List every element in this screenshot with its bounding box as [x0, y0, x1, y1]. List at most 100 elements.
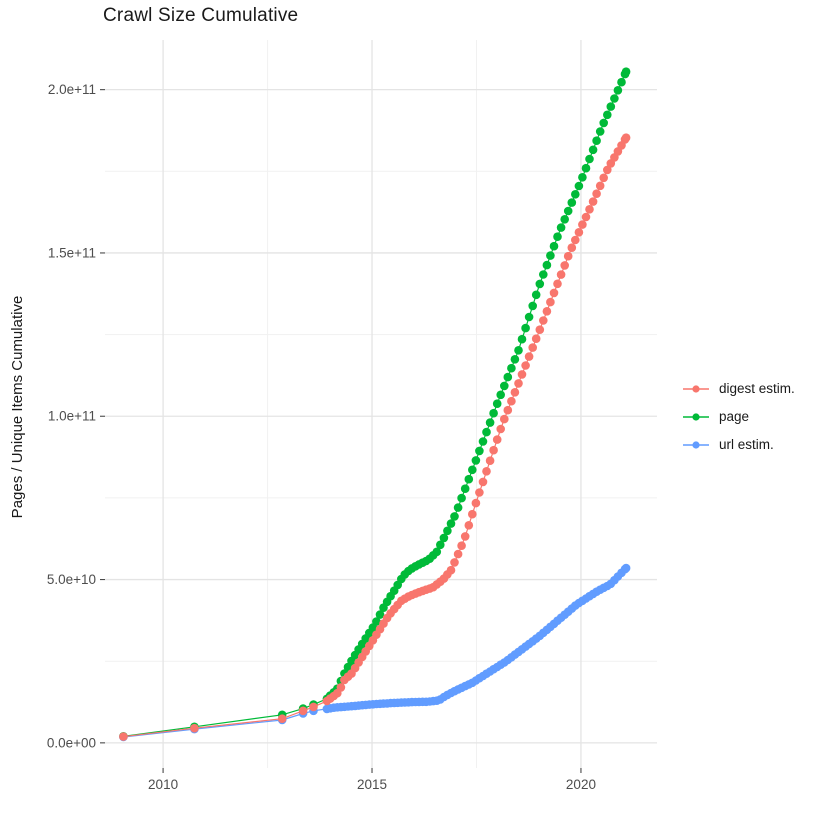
data-point-page: [610, 94, 619, 103]
data-point-digest-estim-: [309, 702, 318, 712]
data-point-page: [563, 206, 573, 216]
legend-item-digest-estim: digest estim.: [683, 380, 795, 397]
data-point-page: [485, 418, 495, 427]
data-point-page: [581, 163, 591, 173]
data-point-page: [542, 260, 552, 270]
data-point-digest-estim-: [578, 220, 587, 229]
data-point-page: [535, 279, 545, 289]
data-point-page: [599, 118, 608, 128]
legend-key-digest-estim-icon: [683, 384, 709, 393]
data-point-page: [613, 86, 623, 95]
data-point-digest-estim-: [556, 270, 566, 279]
data-point-page: [603, 110, 612, 120]
data-point-page: [514, 346, 523, 355]
data-point-page: [450, 512, 459, 521]
data-point-digest-estim-: [517, 370, 527, 379]
data-point-digest-estim-: [524, 352, 534, 361]
data-point-digest-estim-: [539, 316, 548, 325]
data-point-digest-estim-: [574, 228, 584, 237]
data-point-digest-estim-: [482, 467, 491, 476]
data-point-digest-estim-: [546, 297, 555, 307]
data-point-digest-estim-: [621, 133, 631, 142]
data-point-digest-estim-: [581, 212, 591, 222]
data-point-page: [468, 465, 477, 475]
legend-key-glyph: [692, 384, 700, 393]
legend-key-glyph: [692, 412, 700, 421]
data-point-page: [507, 363, 516, 373]
data-point-digest-estim-: [485, 456, 495, 466]
data-point-digest-estim-: [528, 343, 537, 352]
data-point-digest-estim-: [457, 541, 466, 550]
data-point-digest-estim-: [446, 565, 456, 575]
x-axis-tick-label: 2015: [357, 777, 387, 792]
data-point-page: [510, 355, 520, 364]
data-point-page: [475, 446, 484, 456]
legend-item-page: page: [683, 408, 795, 425]
data-point-digest-estim-: [450, 558, 459, 567]
data-point-page: [560, 215, 569, 224]
data-point-page: [489, 408, 498, 418]
data-point-page: [372, 617, 381, 626]
data-point-digest-estim-: [500, 414, 509, 424]
data-point-page: [578, 173, 587, 182]
y-axis-tick-label: 0.0e+00: [47, 735, 96, 750]
data-point-page: [556, 223, 566, 232]
data-point-digest-estim-: [563, 251, 573, 261]
y-axis-tick-label: 1.5e+11: [48, 245, 96, 260]
data-point-page: [453, 503, 463, 512]
data-point-digest-estim-: [603, 165, 612, 175]
data-point-page: [571, 190, 580, 199]
data-point-digest-estim-: [553, 279, 562, 289]
y-axis-tick-label: 2.0e+11: [48, 82, 96, 97]
data-point-page: [460, 484, 470, 494]
data-point-digest-estim-: [119, 732, 128, 741]
data-point-page: [585, 154, 594, 164]
data-point-page: [606, 102, 616, 111]
data-point-digest-estim-: [592, 189, 601, 198]
data-point-digest-estim-: [464, 521, 474, 530]
legend: digest estim. page url estim.: [683, 380, 795, 453]
data-point-page: [617, 77, 626, 87]
data-point-page: [443, 526, 452, 536]
data-point-page: [621, 67, 631, 76]
data-point-page: [546, 251, 555, 260]
data-point-digest-estim-: [549, 288, 559, 298]
data-point-digest-estim-: [588, 197, 598, 206]
legend-key-url-estim-icon: [683, 440, 709, 449]
series-line-digest-estim-: [123, 137, 627, 738]
data-point-digest-estim-: [468, 509, 477, 519]
data-point-page: [471, 456, 481, 465]
data-point-page: [553, 232, 562, 241]
data-point-page: [524, 312, 534, 322]
data-point-page: [549, 241, 559, 251]
data-point-digest-estim-: [585, 205, 594, 214]
data-point-digest-estim-: [560, 261, 569, 270]
legend-label-page: page: [719, 409, 750, 424]
data-point-page: [464, 474, 474, 484]
data-point-url-estim-: [621, 563, 631, 573]
data-point-digest-estim-: [496, 424, 506, 434]
data-point-page: [500, 381, 509, 391]
data-point-page: [482, 427, 491, 437]
data-point-digest-estim-: [542, 307, 552, 316]
y-axis-tick-label: 1.0e+11: [48, 409, 96, 424]
x-axis-tick-label: 2020: [566, 777, 596, 792]
data-point-digest-estim-: [277, 714, 287, 723]
legend-key-glyph: [692, 440, 700, 449]
data-point-page: [446, 519, 456, 528]
data-point-digest-estim-: [336, 683, 346, 692]
data-point-page: [517, 334, 527, 344]
data-point-digest-estim-: [567, 243, 577, 252]
legend-key-page-icon: [683, 412, 709, 421]
data-point-digest-estim-: [599, 173, 608, 183]
legend-label-digest-estim: digest estim.: [719, 381, 795, 396]
data-point-page: [531, 290, 541, 300]
legend-label-url-estim: url estim.: [719, 437, 774, 452]
series-line-url-estim-: [123, 567, 627, 738]
data-point-digest-estim-: [453, 549, 463, 559]
data-point-page: [439, 533, 449, 543]
chart-title: Crawl Size Cumulative: [103, 5, 299, 26]
data-point-digest-estim-: [489, 445, 498, 455]
data-point-digest-estim-: [471, 498, 481, 508]
